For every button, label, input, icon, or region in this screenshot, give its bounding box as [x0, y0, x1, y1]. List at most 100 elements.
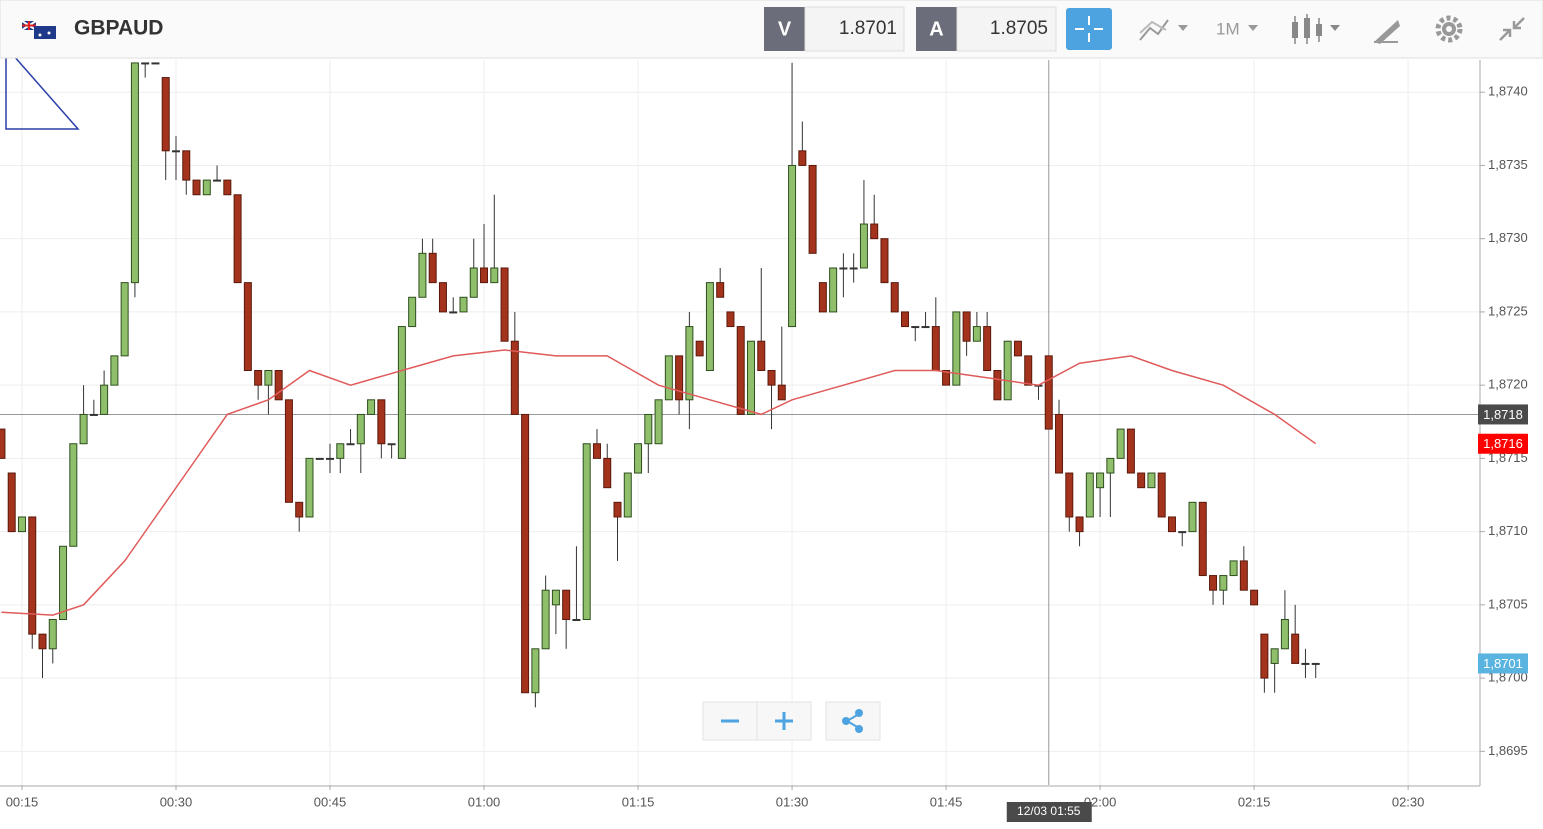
- candle-body: [264, 370, 273, 386]
- symbol: GBPAUD: [74, 17, 163, 40]
- candle-body: [510, 340, 519, 415]
- candle-body: [377, 399, 386, 445]
- draw-tool-button[interactable]: [1374, 20, 1400, 44]
- candle-body: [0, 428, 6, 459]
- candle-body: [1024, 355, 1033, 386]
- candle-body: [213, 179, 222, 182]
- x-tick-label: 00:45: [314, 794, 347, 809]
- candle-body: [1229, 560, 1238, 577]
- candle-body: [79, 413, 88, 445]
- candle-body: [931, 326, 940, 372]
- candle-body: [1137, 472, 1146, 489]
- candle-body: [551, 589, 560, 606]
- candle-type-button[interactable]: [1292, 14, 1340, 44]
- candle-body: [151, 62, 160, 65]
- candle-body: [1260, 633, 1269, 679]
- price-badge-label: 1,8718: [1483, 407, 1523, 422]
- candle-body: [644, 413, 653, 445]
- candle-body: [315, 457, 324, 460]
- flag: [21, 20, 56, 39]
- candle-body: [1270, 648, 1279, 664]
- ask-box[interactable]: [916, 7, 957, 51]
- candle-body: [952, 311, 961, 386]
- collapse-button[interactable]: [1499, 17, 1525, 41]
- candle-body: [664, 355, 673, 401]
- y-tick-label: 1,8735: [1488, 157, 1528, 172]
- candle-body: [1167, 516, 1176, 533]
- x-tick-label: 00:30: [160, 794, 193, 809]
- candle-body: [1096, 472, 1105, 489]
- settings-button[interactable]: [1435, 15, 1463, 43]
- candle-body: [490, 267, 499, 284]
- candle-body: [798, 150, 807, 166]
- candle-body: [1178, 531, 1187, 534]
- price-badge: [1478, 433, 1528, 454]
- candle-body: [777, 384, 786, 401]
- candle-body: [1198, 501, 1207, 577]
- candle-body: [202, 179, 211, 196]
- moving-average: [1, 349, 1317, 616]
- candle-body: [1188, 501, 1197, 533]
- candle-body: [141, 62, 150, 65]
- candle-body: [562, 589, 571, 620]
- candle-body: [1250, 589, 1259, 606]
- candle-body: [675, 355, 684, 401]
- x-tick-label: 02:30: [1392, 794, 1425, 809]
- x-tick-label: 01:30: [776, 794, 809, 809]
- candle-body: [911, 326, 920, 329]
- zoom-in-button[interactable]: [756, 701, 812, 741]
- chart-type-button[interactable]: [1139, 19, 1188, 41]
- bid-box[interactable]: [764, 7, 805, 51]
- candle-body: [654, 399, 663, 445]
- candle-body: [500, 267, 509, 342]
- price-badge: [1478, 653, 1528, 674]
- candle-body: [808, 164, 817, 254]
- x-tick-label: 02:15: [1238, 794, 1271, 809]
- candle-body: [254, 370, 263, 386]
- candle-body: [100, 384, 109, 415]
- x-tick-label: 00:15: [6, 794, 39, 809]
- candle-body: [459, 296, 468, 313]
- candle-body: [28, 516, 37, 635]
- candle-body: [110, 355, 119, 386]
- candle-body: [130, 62, 139, 284]
- price-badge-label: 1,8716: [1483, 436, 1523, 451]
- candle-body: [849, 267, 858, 270]
- candle-body: [983, 326, 992, 372]
- y-tick-label: 1,8695: [1488, 743, 1528, 758]
- candle-body: [921, 326, 930, 329]
- candle-body: [182, 150, 191, 181]
- candle-body: [223, 179, 232, 196]
- candle-body: [541, 589, 550, 650]
- price-badge-label: 1,8701: [1483, 656, 1523, 671]
- candle-body: [69, 443, 78, 547]
- bid-label: V: [778, 18, 792, 40]
- candle-body: [1147, 472, 1156, 489]
- candle-body: [818, 282, 827, 313]
- drawing-triangle[interactable]: [5, 45, 80, 130]
- candle-body: [972, 326, 981, 342]
- timeframe[interactable]: 1M: [1216, 19, 1240, 38]
- candle-body: [1280, 618, 1289, 650]
- candle-body: [880, 238, 889, 284]
- candle-body: [962, 311, 971, 342]
- x-tick-label: 01:45: [930, 794, 963, 809]
- candle-body: [408, 296, 417, 328]
- candle-body: [695, 340, 704, 357]
- crosshair-button[interactable]: [1066, 8, 1112, 50]
- ask-price: 1.8705: [990, 18, 1048, 39]
- candle-body: [161, 77, 170, 152]
- candle-body: [572, 618, 581, 621]
- crosshair-time-badge: [1006, 802, 1092, 822]
- timeframe-caret[interactable]: [1248, 25, 1258, 31]
- candle-body: [243, 282, 252, 372]
- candle-body: [469, 267, 478, 298]
- candle-body: [1157, 472, 1166, 518]
- zoom-out-button[interactable]: [702, 701, 758, 741]
- candle-body: [1209, 575, 1218, 591]
- candle-body: [613, 501, 622, 518]
- candle-body: [582, 443, 591, 620]
- share-button[interactable]: [825, 701, 881, 741]
- candle-body: [17, 516, 26, 533]
- candle-body: [120, 282, 129, 357]
